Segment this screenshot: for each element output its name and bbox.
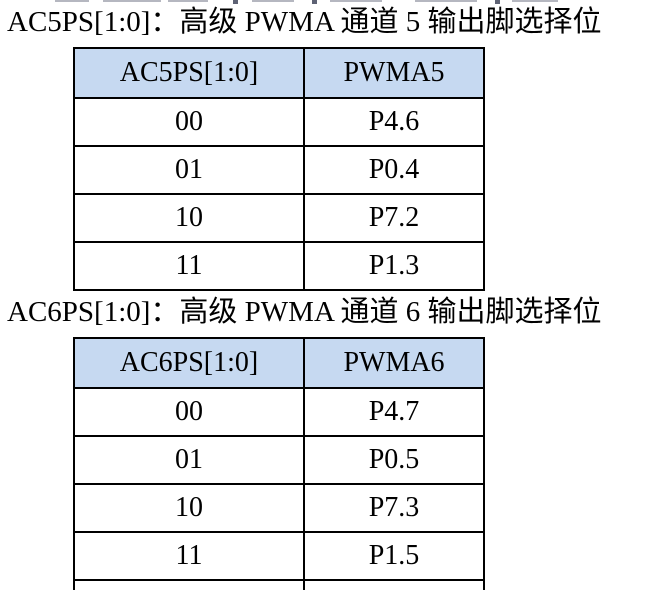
table-row: 00 P4.7	[73, 387, 485, 437]
pin-value-cell: P7.3	[303, 483, 485, 533]
table-row-cut-off	[73, 579, 485, 590]
pin-value-cell: P1.3	[303, 241, 485, 291]
table-row: 11 P1.5	[73, 531, 485, 581]
pin-value-cell: P4.7	[303, 387, 485, 437]
ac5ps-pin-select-table: AC5PS[1:0] PWMA5 00 P4.6 01 P0.4 10 P7.2…	[73, 47, 485, 291]
pin-value-cell: P0.4	[303, 145, 485, 195]
table-header-cell-pin: PWMA6	[303, 337, 485, 389]
pin-value-cell: P0.5	[303, 435, 485, 485]
bit-value-cell: 01	[73, 435, 305, 485]
table-header-row: AC5PS[1:0] PWMA5	[73, 47, 485, 99]
pin-value-cell	[303, 579, 485, 590]
table-row: 10 P7.2	[73, 193, 485, 243]
ac5ps-bit-description-heading: AC5PS[1:0]：高级 PWMA 通道 5 输出脚选择位	[7, 6, 602, 38]
table-header-row: AC6PS[1:0] PWMA6	[73, 337, 485, 389]
bit-value-cell: 01	[73, 145, 305, 195]
pin-value-cell: P1.5	[303, 531, 485, 581]
bit-value-cell: 11	[73, 241, 305, 291]
ac6ps-bit-description-heading: AC6PS[1:0]：高级 PWMA 通道 6 输出脚选择位	[7, 296, 602, 328]
pin-value-cell: P7.2	[303, 193, 485, 243]
bit-value-cell: 00	[73, 97, 305, 147]
bit-value-cell: 00	[73, 387, 305, 437]
table-row: 01 P0.5	[73, 435, 485, 485]
bit-value-cell: 11	[73, 531, 305, 581]
table-row: 11 P1.3	[73, 241, 485, 291]
bit-value-cell: 10	[73, 483, 305, 533]
cropped-line-artifact	[0, 0, 672, 5]
table-header-cell-bits: AC6PS[1:0]	[73, 337, 305, 389]
bit-value-cell	[73, 579, 305, 590]
bit-value-cell: 10	[73, 193, 305, 243]
table-row: 01 P0.4	[73, 145, 485, 195]
pin-value-cell: P4.6	[303, 97, 485, 147]
table-header-cell-bits: AC5PS[1:0]	[73, 47, 305, 99]
ac6ps-pin-select-table: AC6PS[1:0] PWMA6 00 P4.7 01 P0.5 10 P7.3…	[73, 337, 485, 590]
table-row: 10 P7.3	[73, 483, 485, 533]
table-header-cell-pin: PWMA5	[303, 47, 485, 99]
table-row: 00 P4.6	[73, 97, 485, 147]
